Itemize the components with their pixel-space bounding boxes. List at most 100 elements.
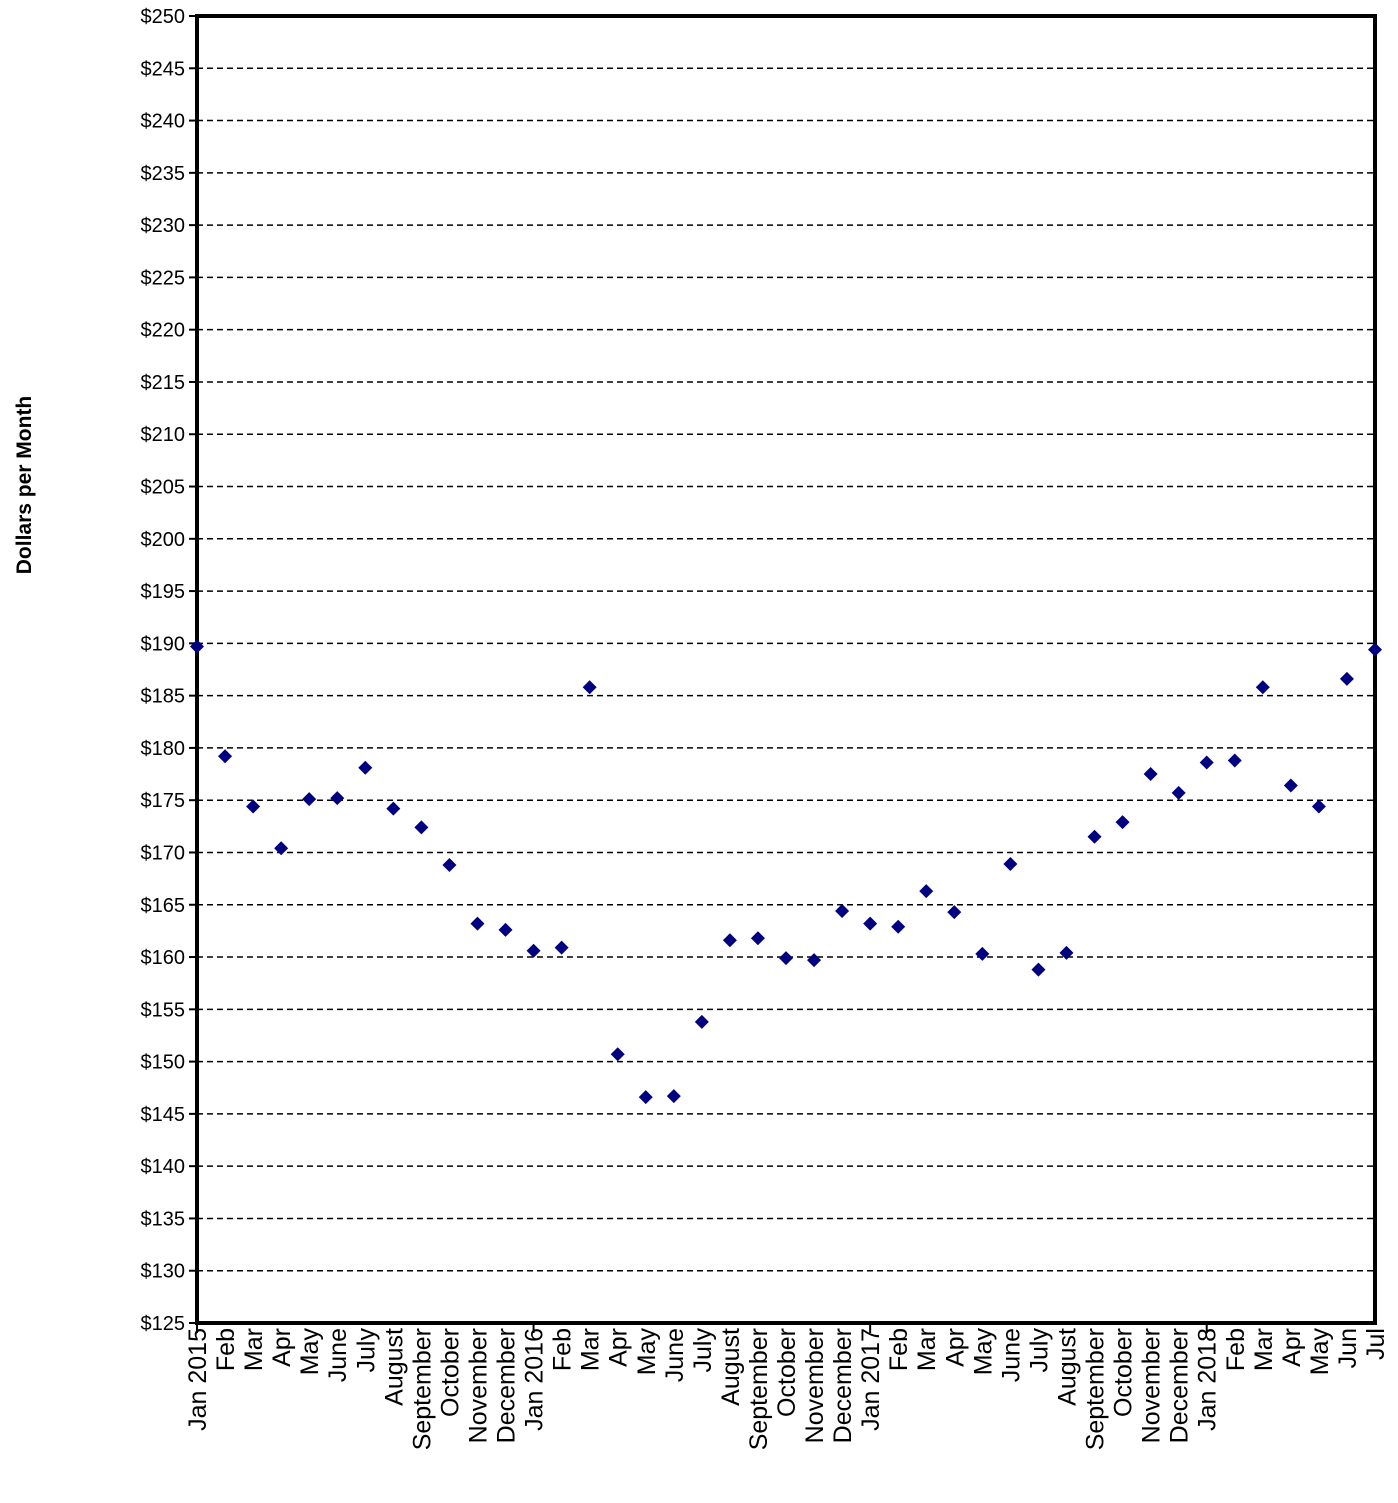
x-tick-label: December xyxy=(1166,1328,1194,1443)
y-tick-label: $225 xyxy=(141,267,186,289)
y-tick-label: $170 xyxy=(141,842,186,864)
data-point xyxy=(582,680,597,695)
data-point xyxy=(863,916,878,931)
x-tick-label: November xyxy=(1138,1328,1166,1443)
x-tick-label: Jan 2015 xyxy=(184,1328,212,1431)
data-point xyxy=(1087,829,1102,844)
y-tick-label: $230 xyxy=(141,215,186,237)
x-tick-label: August xyxy=(717,1328,745,1406)
data-point xyxy=(694,1014,709,1029)
data-point xyxy=(666,1089,681,1104)
y-tick-label: $150 xyxy=(141,1052,186,1074)
data-point xyxy=(1115,815,1130,830)
x-tick-label: October xyxy=(1110,1328,1138,1417)
x-tick-label: Jul xyxy=(1362,1328,1390,1360)
data-point xyxy=(246,799,261,814)
data-point xyxy=(779,951,793,966)
x-tick-label: December xyxy=(829,1328,857,1443)
plot-frame xyxy=(195,14,1377,1325)
data-point xyxy=(414,820,429,835)
axes xyxy=(189,14,1377,1333)
data-point xyxy=(638,1090,653,1105)
y-tick-label: $210 xyxy=(141,424,186,446)
x-tick-label: Apr xyxy=(605,1328,633,1367)
data-points xyxy=(190,639,1382,1105)
x-tick-label: Feb xyxy=(885,1328,913,1371)
data-point xyxy=(386,801,401,816)
y-tick-label: $215 xyxy=(141,372,186,394)
data-point xyxy=(1171,785,1186,800)
y-tick-label: $140 xyxy=(141,1156,186,1178)
y-tick-label: $155 xyxy=(141,999,186,1021)
x-tick-label: Mar xyxy=(1250,1328,1278,1371)
y-tick-label: $175 xyxy=(141,790,186,812)
x-tick-label: September xyxy=(1082,1328,1110,1450)
x-tick-label: December xyxy=(493,1328,521,1443)
data-point xyxy=(1227,753,1242,768)
x-tick-label: August xyxy=(380,1328,408,1406)
y-tick-label: $235 xyxy=(141,163,186,185)
data-point xyxy=(1031,962,1046,977)
x-tick-label: Feb xyxy=(1222,1328,1250,1371)
data-point xyxy=(358,760,373,775)
x-tick-label: September xyxy=(408,1328,436,1450)
x-tick-label: Mar xyxy=(240,1328,268,1371)
data-point xyxy=(1059,945,1074,960)
data-point xyxy=(975,946,990,961)
x-tick-label: June xyxy=(324,1328,352,1382)
data-point xyxy=(750,931,765,946)
data-point xyxy=(302,792,317,807)
data-point xyxy=(1143,767,1158,782)
x-tick-label: September xyxy=(745,1328,773,1450)
x-tick-label: Feb xyxy=(212,1328,240,1371)
x-tick-label: Mar xyxy=(577,1328,605,1371)
data-point xyxy=(1003,856,1018,871)
data-point xyxy=(835,904,850,919)
x-tick-label: July xyxy=(689,1328,717,1373)
x-tick-label: Apr xyxy=(941,1328,969,1367)
data-point xyxy=(218,749,233,764)
x-tick-label: October xyxy=(773,1328,801,1417)
y-tick-label: $245 xyxy=(141,58,186,80)
y-tick-label: $185 xyxy=(141,686,186,708)
x-tick-label: Feb xyxy=(549,1328,577,1371)
data-point xyxy=(554,940,569,955)
data-point xyxy=(1283,778,1298,793)
data-point xyxy=(330,791,345,806)
y-tick-label: $135 xyxy=(141,1208,186,1230)
data-point xyxy=(610,1047,625,1062)
data-point xyxy=(526,943,541,958)
y-tick-label: $240 xyxy=(141,111,186,133)
data-point xyxy=(947,905,962,920)
y-tick-label: $125 xyxy=(141,1313,186,1335)
data-point xyxy=(1311,799,1326,814)
data-point xyxy=(190,639,204,654)
x-tick-label: August xyxy=(1053,1328,1081,1406)
data-point xyxy=(919,884,934,899)
data-point xyxy=(1255,680,1270,695)
x-tick-label: May xyxy=(969,1328,997,1376)
x-tick-label: Jan 2016 xyxy=(521,1328,549,1431)
x-tick-label: Apr xyxy=(268,1328,296,1367)
y-tick-label: $195 xyxy=(141,581,186,603)
y-tick-label: $165 xyxy=(141,895,186,917)
y-tick-label: $205 xyxy=(141,477,186,499)
y-tick-label: $160 xyxy=(141,947,186,969)
x-tick-label: October xyxy=(436,1328,464,1417)
y-tick-label: $250 xyxy=(141,6,186,28)
x-tick-labels: Jan 2015 Feb Mar Apr May June July August Septem… xyxy=(184,1328,1390,1451)
gridlines xyxy=(197,67,1375,1272)
x-tick-label: Jun xyxy=(1334,1328,1362,1368)
y-tick-label: $220 xyxy=(141,320,186,342)
x-tick-label: June xyxy=(661,1328,689,1382)
data-point xyxy=(891,919,906,934)
x-tick-label: May xyxy=(1306,1328,1334,1376)
x-tick-label: July xyxy=(1025,1328,1053,1373)
x-tick-label: Mar xyxy=(913,1328,941,1371)
x-tick-label: May xyxy=(633,1328,661,1376)
x-tick-label: June xyxy=(997,1328,1025,1382)
y-tick-label: $190 xyxy=(141,633,186,655)
data-point xyxy=(1368,642,1382,657)
